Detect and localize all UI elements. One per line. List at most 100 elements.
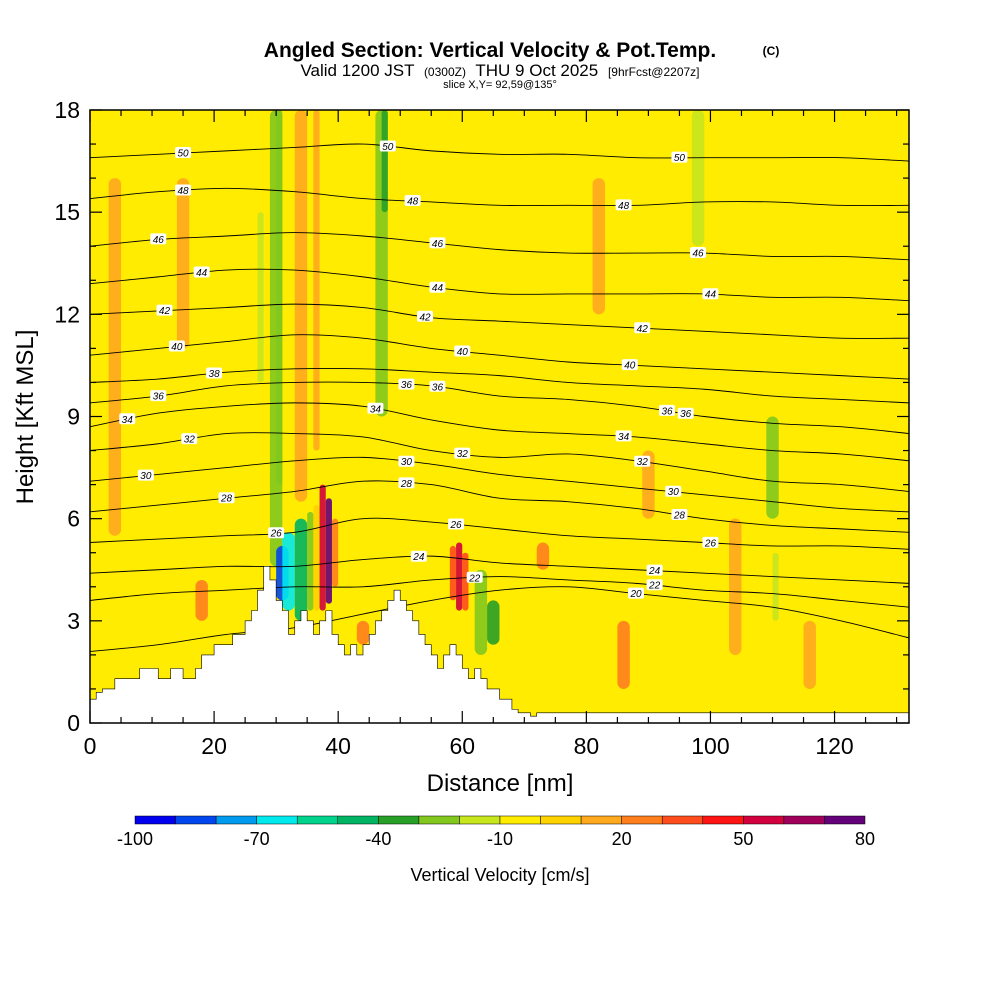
- colorbar-swatch-12: [621, 815, 663, 825]
- contour-label-30: 30: [401, 457, 413, 468]
- y-tick-label: 15: [54, 199, 80, 225]
- colorbar-tick-label: -10: [487, 829, 513, 849]
- subtitle-valid: Valid 1200 JST: [300, 61, 414, 80]
- contour-label-bg: [628, 587, 644, 599]
- velocity-cell-14: [381, 110, 388, 213]
- contour-label-bg: [646, 564, 663, 576]
- colorbar-tick-label: -40: [365, 829, 391, 849]
- contour-label-48: 48: [178, 186, 190, 197]
- colorbar-swatch-0: [134, 815, 176, 825]
- contour-label-bg: [150, 390, 167, 402]
- y-tick-label: 3: [67, 608, 80, 634]
- contour-label-24: 24: [648, 566, 661, 577]
- contour-label-bg: [137, 469, 154, 481]
- colorbar-swatch-1: [175, 815, 217, 825]
- subtitle-date: THU 9 Oct 2025: [475, 61, 598, 80]
- contour-label-bg: [398, 477, 415, 489]
- colorbar-swatch-6: [378, 815, 420, 825]
- velocity-cell-8: [319, 484, 326, 611]
- contour-label-bg: [659, 404, 676, 416]
- velocity-cell-22: [536, 542, 550, 570]
- x-tick-label: 20: [201, 733, 227, 759]
- velocity-cell-10: [331, 518, 339, 587]
- x-tick-label: 0: [84, 733, 97, 759]
- velocity-cell-21: [617, 620, 630, 689]
- contour-label-bg: [665, 485, 682, 497]
- contour-label-32: 32: [184, 435, 196, 446]
- velocity-cell-5: [294, 518, 308, 621]
- contour-label-32: 32: [457, 449, 469, 460]
- colorbar-swatch-5: [337, 815, 379, 825]
- velocity-cell-6: [307, 511, 314, 611]
- colorbar-swatch-7: [418, 815, 460, 825]
- x-tick-label: 120: [815, 733, 853, 759]
- contour-label-bg: [702, 536, 719, 548]
- subtitle-utc: (0300Z): [424, 65, 466, 79]
- velocity-cell-31: [642, 450, 655, 519]
- chart-title: Angled Section: Vertical Velocity & Pot.…: [264, 39, 716, 62]
- contour-label-50: 50: [674, 153, 686, 164]
- chart-subtitle: Valid 1200 JST (0300Z) THU 9 Oct 2025 [9…: [300, 61, 699, 80]
- contour-label-bg: [454, 345, 471, 357]
- velocity-cell-25: [766, 416, 779, 519]
- contour-label-bg: [454, 447, 471, 459]
- y-tick-label: 18: [54, 97, 80, 123]
- theta-contour-36: [90, 381, 909, 434]
- contour-label-bg: [218, 492, 235, 504]
- x-axis: 0 20 40 60 80 100 120: [84, 110, 898, 759]
- contour-label-28: 28: [220, 494, 233, 505]
- x-axis-label: Distance [nm]: [427, 770, 574, 797]
- contour-label-22: 22: [648, 581, 661, 592]
- contour-label-bg: [646, 579, 663, 591]
- theta-contour-20: [90, 586, 909, 652]
- theta-contour-44: [90, 268, 909, 302]
- colorbar-swatch-3: [256, 815, 298, 825]
- contour-label-bg: [156, 304, 173, 316]
- contour-label-bg: [690, 247, 707, 259]
- colorbar-swatch-11: [580, 815, 622, 825]
- theta-contour-26: [90, 517, 909, 550]
- contour-label-bg: [671, 508, 688, 520]
- contour-label-bg: [119, 413, 136, 425]
- contour-label-46: 46: [432, 239, 444, 250]
- contour-label-22: 22: [468, 573, 481, 584]
- velocity-cell-9: [325, 498, 332, 604]
- contour-label-36: 36: [153, 392, 165, 403]
- velocity-cell-7: [313, 505, 320, 611]
- colorbar-tick-label: 20: [612, 829, 632, 849]
- contour-label-bg: [702, 288, 719, 300]
- contour-label-bg: [379, 140, 396, 152]
- colorbar-swatch-2: [215, 815, 257, 825]
- contour-label-42: 42: [419, 312, 431, 323]
- contour-label-bg: [168, 340, 185, 352]
- x-tick-label: 60: [449, 733, 475, 759]
- theta-contour-50: [90, 143, 909, 162]
- colorbar-tick-label: 50: [733, 829, 753, 849]
- contour-label-36: 36: [680, 409, 692, 420]
- theta-contour-30: [90, 456, 909, 513]
- colorbar-swatch-17: [824, 815, 866, 825]
- contour-label-36: 36: [432, 382, 444, 393]
- theta-contour-34: [90, 402, 909, 462]
- plot-area: 20 22 22 24 24 26 26 26 28 28 28 30 30 30 32 32 32 34 34 34…: [90, 110, 909, 723]
- x-tick-label: 80: [574, 733, 600, 759]
- colorbar-swatch-9: [499, 815, 541, 825]
- contour-label-30: 30: [140, 471, 152, 482]
- contour-label-bg: [466, 571, 483, 583]
- velocity-cell-32: [592, 178, 605, 315]
- velocity-cell-23: [195, 579, 208, 621]
- contour-label-bg: [448, 518, 465, 530]
- contour-label-bg: [417, 310, 434, 322]
- contour-label-36: 36: [661, 406, 673, 417]
- colorbar-tick-labels: -100 -70 -40 -10 20 50 80: [117, 829, 875, 849]
- colorbar-swatch-4: [296, 815, 339, 825]
- theta-contour-46: [90, 232, 909, 261]
- contour-label-48: 48: [618, 201, 630, 212]
- y-tick-label: 6: [67, 506, 80, 532]
- contour-label-48: 48: [407, 197, 419, 208]
- colorbar-swatch-13: [661, 815, 704, 825]
- velocity-cell-19: [487, 600, 500, 645]
- theta-contour-labels: 20 22 22 24 24 26 26 26 28 28 28 30 30 30 32 32 32 34 34 34…: [119, 140, 719, 600]
